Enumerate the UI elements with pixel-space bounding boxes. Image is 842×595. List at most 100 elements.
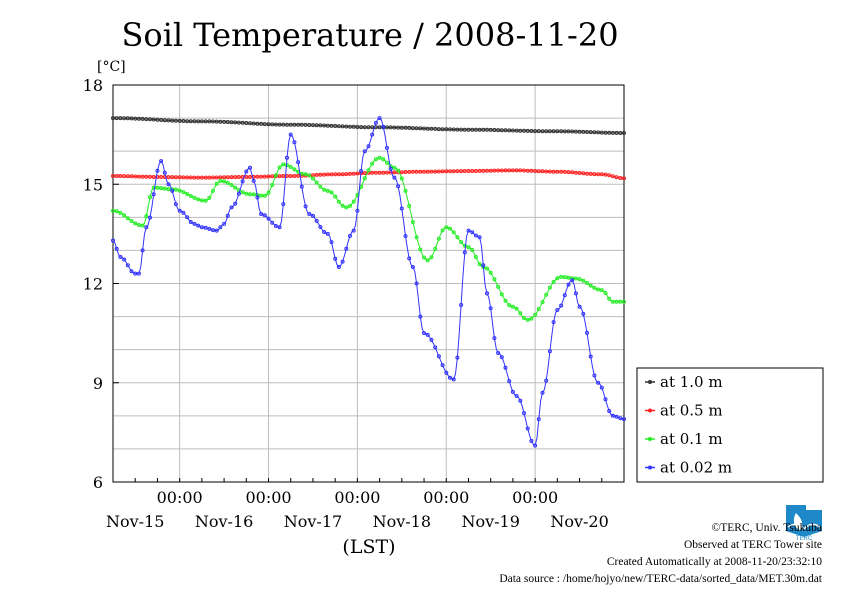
data-point xyxy=(170,118,175,123)
data-point xyxy=(181,210,186,215)
data-point xyxy=(336,172,341,177)
data-point xyxy=(525,128,530,133)
data-point xyxy=(344,205,349,210)
data-point xyxy=(248,165,252,170)
data-point xyxy=(277,122,282,127)
data-point xyxy=(370,161,375,166)
data-point xyxy=(125,263,130,268)
data-point xyxy=(311,176,315,181)
data-point xyxy=(492,336,497,341)
y-tick-label: 6 xyxy=(93,473,103,492)
data-point xyxy=(618,176,623,180)
data-point xyxy=(425,332,430,337)
data-point xyxy=(303,172,308,177)
data-point xyxy=(518,128,523,133)
data-point xyxy=(251,178,256,183)
data-point xyxy=(136,174,141,179)
data-point xyxy=(388,166,393,171)
data-point xyxy=(259,193,264,198)
data-point xyxy=(262,213,267,218)
data-point xyxy=(588,171,593,176)
data-point xyxy=(314,172,319,177)
data-point xyxy=(244,191,249,196)
data-point xyxy=(322,172,327,177)
data-point xyxy=(507,168,512,173)
data-point xyxy=(488,306,493,311)
data-point xyxy=(529,316,534,321)
data-point xyxy=(577,129,582,134)
data-point xyxy=(155,117,160,122)
data-point xyxy=(140,248,145,253)
data-point xyxy=(485,266,489,271)
data-point xyxy=(129,219,134,223)
data-point xyxy=(314,218,319,223)
data-point xyxy=(166,118,171,123)
data-point xyxy=(377,125,382,130)
data-point xyxy=(188,220,193,224)
data-point xyxy=(122,213,127,218)
data-point xyxy=(318,123,323,128)
data-point xyxy=(133,116,138,121)
data-point xyxy=(544,378,549,383)
data-point xyxy=(477,235,482,240)
data-point xyxy=(399,170,404,175)
data-point xyxy=(585,281,589,285)
data-point xyxy=(381,157,386,162)
data-point xyxy=(207,175,212,180)
data-point xyxy=(140,174,145,179)
data-point xyxy=(159,159,164,164)
data-point xyxy=(196,175,201,180)
data-point xyxy=(448,169,452,174)
y-tick-label: 9 xyxy=(93,374,103,393)
data-point xyxy=(181,119,186,123)
grid xyxy=(113,85,624,482)
data-point xyxy=(536,129,541,134)
data-point xyxy=(618,299,623,304)
footer-copyright: ©TERC, Univ. Tsukuba xyxy=(711,522,822,534)
data-point xyxy=(562,293,567,298)
data-point xyxy=(111,116,115,121)
data-point xyxy=(114,209,119,214)
data-point xyxy=(551,129,556,134)
data-point xyxy=(507,128,512,133)
data-point xyxy=(325,188,330,193)
data-point xyxy=(418,247,423,252)
data-point xyxy=(503,298,508,303)
data-point xyxy=(248,192,252,197)
data-point xyxy=(551,279,556,284)
data-point xyxy=(373,120,378,125)
data-point xyxy=(599,288,604,293)
data-point xyxy=(318,172,323,177)
data-point xyxy=(522,411,526,416)
data-point xyxy=(329,172,334,177)
data-point xyxy=(492,128,497,132)
data-point xyxy=(592,130,597,135)
data-point xyxy=(429,126,434,131)
data-point xyxy=(125,216,130,221)
data-point xyxy=(151,185,156,190)
data-point xyxy=(148,117,152,122)
data-point xyxy=(422,255,426,260)
x-day-label: Nov-16 xyxy=(195,512,253,531)
data-point xyxy=(307,123,312,127)
data-point xyxy=(559,169,564,174)
y-axis-label: [°C] xyxy=(97,59,126,75)
data-point xyxy=(455,235,460,240)
data-point xyxy=(281,174,286,178)
data-point xyxy=(140,223,145,228)
data-point xyxy=(240,179,245,184)
data-point xyxy=(477,127,482,132)
data-point xyxy=(499,292,504,297)
data-point xyxy=(436,354,441,359)
data-point xyxy=(344,246,349,251)
data-point xyxy=(473,127,478,132)
data-point xyxy=(244,121,249,125)
data-point xyxy=(225,175,230,180)
data-point xyxy=(547,285,552,290)
data-point xyxy=(429,337,434,342)
data-point xyxy=(211,188,215,193)
data-point xyxy=(559,303,564,308)
data-point xyxy=(592,373,597,378)
data-point xyxy=(203,119,208,124)
data-point xyxy=(622,176,626,181)
